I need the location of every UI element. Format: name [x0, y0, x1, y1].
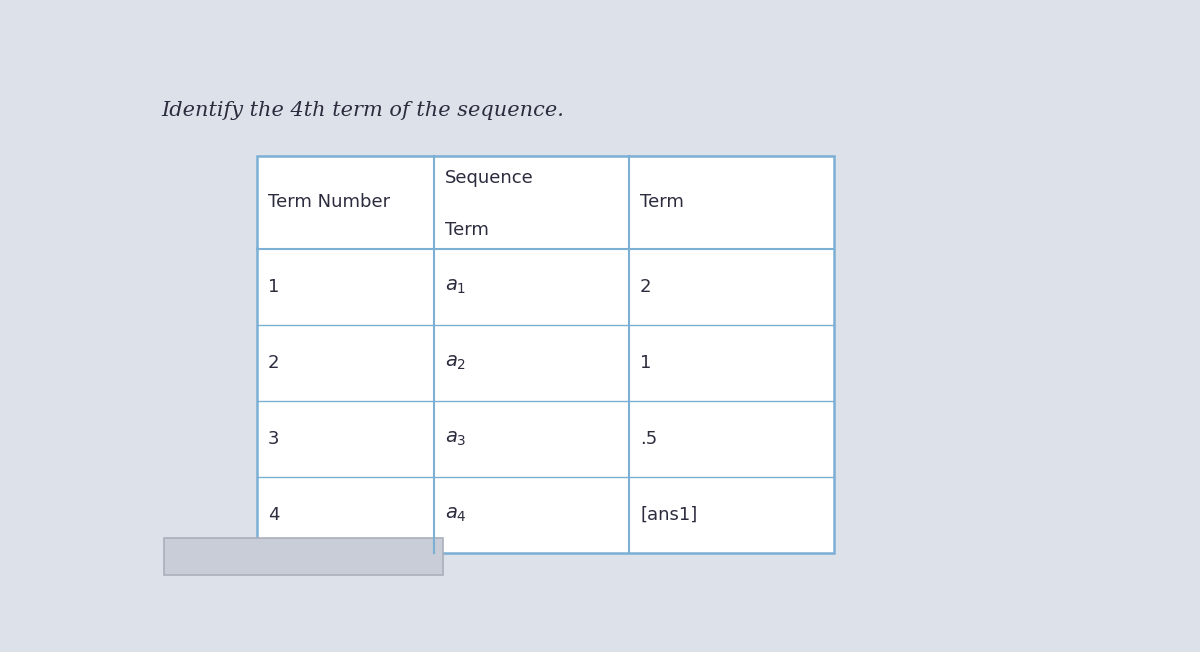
Text: .5: .5 [640, 430, 658, 448]
Text: 2: 2 [268, 354, 280, 372]
Text: $a_1$: $a_1$ [445, 277, 466, 297]
Text: 2: 2 [640, 278, 652, 296]
Text: $a_4$: $a_4$ [445, 505, 467, 524]
Text: 4: 4 [268, 506, 280, 524]
Text: Term Number: Term Number [268, 194, 390, 211]
Text: Term: Term [445, 221, 488, 239]
Text: [ans1]: [ans1] [640, 506, 697, 524]
Bar [257, 156, 834, 553]
Text: Identify the 4th term of the sequence.: Identify the 4th term of the sequence. [161, 101, 564, 120]
Text: Sequence: Sequence [445, 169, 534, 186]
Text: 1: 1 [640, 354, 652, 372]
Text: $a_2$: $a_2$ [445, 353, 466, 372]
Bar [164, 538, 443, 575]
Text: 1: 1 [268, 278, 280, 296]
Text: 3: 3 [268, 430, 280, 448]
Text: Term: Term [640, 194, 684, 211]
Text: $a_3$: $a_3$ [445, 429, 467, 449]
